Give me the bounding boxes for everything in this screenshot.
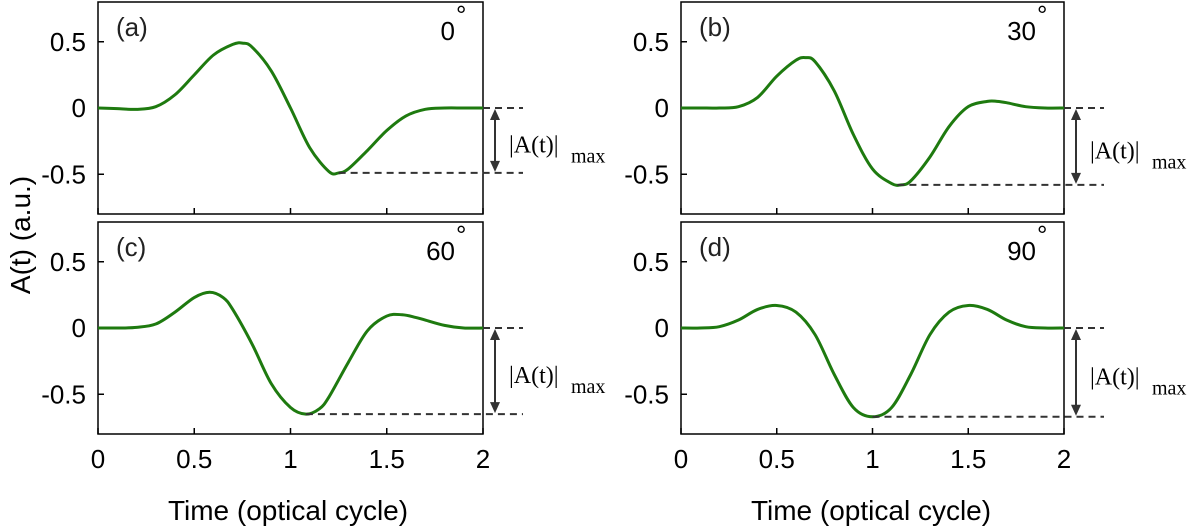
panel-c-xtick-label: 0 bbox=[91, 444, 105, 474]
panel-d-xtick-label: 0.5 bbox=[759, 444, 795, 474]
panel-b-angle-label: 30 bbox=[1007, 16, 1036, 46]
panel-d-xtick-label: 0 bbox=[674, 444, 688, 474]
panel-c-series-line bbox=[97, 290, 484, 416]
panel-d-series-line bbox=[680, 303, 1065, 419]
panel-b: 0.5 0 -0.5 (b) 30° |A(t)| max bbox=[624, 0, 1186, 215]
panel-a-degree-symbol: ° bbox=[456, 0, 466, 30]
panel-b-arrowhead-up bbox=[1071, 109, 1081, 120]
panel-a: 0.50-0.5(a) 0°|A(t)| max bbox=[41, 0, 605, 215]
panel-d-ytick-label: -0.5 bbox=[624, 379, 669, 409]
panel-b-degree-symbol: ° bbox=[1037, 0, 1047, 30]
panel-d-xtick-label: 1.5 bbox=[950, 444, 986, 474]
panel-d: 0.5 0 -0.5 0 0.5 1 1.5 2 (d) 90° |A(t)| max bbox=[624, 220, 1186, 474]
panel-b-ytick-label: -0.5 bbox=[624, 159, 669, 189]
panel-a-angle-label: 0 bbox=[441, 16, 455, 46]
panel-d-arrowhead-up bbox=[1071, 329, 1081, 340]
panel-c-arrowhead-down bbox=[490, 402, 500, 414]
panel-a-arrowhead-up bbox=[490, 109, 500, 120]
panel-d-arrowhead-down bbox=[1071, 404, 1081, 416]
panel-c-ytick-label: -0.5 bbox=[41, 379, 86, 409]
x-axis-label-left: Time (optical cycle) bbox=[168, 495, 408, 526]
panel-a-arrowhead-down bbox=[490, 160, 500, 172]
panel-d-angle-label: 90 bbox=[1007, 236, 1036, 266]
panel-a-ytick-label: -0.5 bbox=[41, 159, 86, 189]
panel-c-ytick-label: 0.5 bbox=[50, 247, 86, 277]
panel-c-xtick-label: 0.5 bbox=[176, 444, 212, 474]
panel-c-amax-subscript: max bbox=[571, 376, 605, 398]
panel-c-arrowhead-up bbox=[490, 329, 500, 340]
panel-a-ytick-label: 0 bbox=[72, 93, 86, 123]
panel-b-arrowhead-down bbox=[1071, 172, 1081, 184]
panel-d-amax-label: |A(t)| bbox=[1090, 364, 1140, 390]
panel-d-ytick-label: 0.5 bbox=[633, 247, 669, 277]
panel-c: 0.5 0 -0.5 0 0.5 1 1.5 2 (c) 60° |A(t)| max bbox=[41, 220, 605, 474]
panel-a-amax-subscript: max bbox=[571, 145, 605, 167]
panel-d-ytick-label: 0 bbox=[655, 313, 669, 343]
panel-a-amax-label: |A(t)| bbox=[509, 132, 559, 158]
panel-c-ytick-label: 0 bbox=[72, 313, 86, 343]
panel-b-amax-subscript: max bbox=[1152, 151, 1186, 173]
panel-c-xtick-label: 1.5 bbox=[369, 444, 405, 474]
panel-a-series-line bbox=[97, 41, 483, 176]
panel-d-xtick-label: 2 bbox=[1057, 444, 1071, 474]
panel-c-amax-label: |A(t)| bbox=[509, 363, 559, 389]
panel-b-ytick-label: 0.5 bbox=[633, 27, 669, 57]
panel-a-ytick-label: 0.5 bbox=[50, 27, 86, 57]
panel-b-ytick-label: 0 bbox=[655, 93, 669, 123]
x-axis-label-right: Time (optical cycle) bbox=[751, 495, 991, 526]
panel-d-amax-subscript: max bbox=[1152, 377, 1186, 399]
panel-d-degree-symbol: ° bbox=[1037, 220, 1047, 250]
panel-b-series-line bbox=[680, 56, 1065, 187]
panel-c-angle-label: 60 bbox=[426, 236, 455, 266]
panel-c-xtick-label: 1 bbox=[283, 444, 297, 474]
panel-d-xtick-label: 1 bbox=[865, 444, 879, 474]
panel-c-label: (c) bbox=[116, 232, 146, 262]
panel-c-xtick-label: 2 bbox=[476, 444, 490, 474]
panel-b-label: (b) bbox=[699, 12, 731, 42]
y-axis-label: A(t) (a.u.) bbox=[5, 176, 36, 294]
panel-c-degree-symbol: ° bbox=[456, 220, 466, 250]
panel-b-amax-label: |A(t)| bbox=[1090, 138, 1140, 164]
panel-a-label: (a) bbox=[116, 12, 148, 42]
panel-d-label: (d) bbox=[699, 232, 731, 262]
